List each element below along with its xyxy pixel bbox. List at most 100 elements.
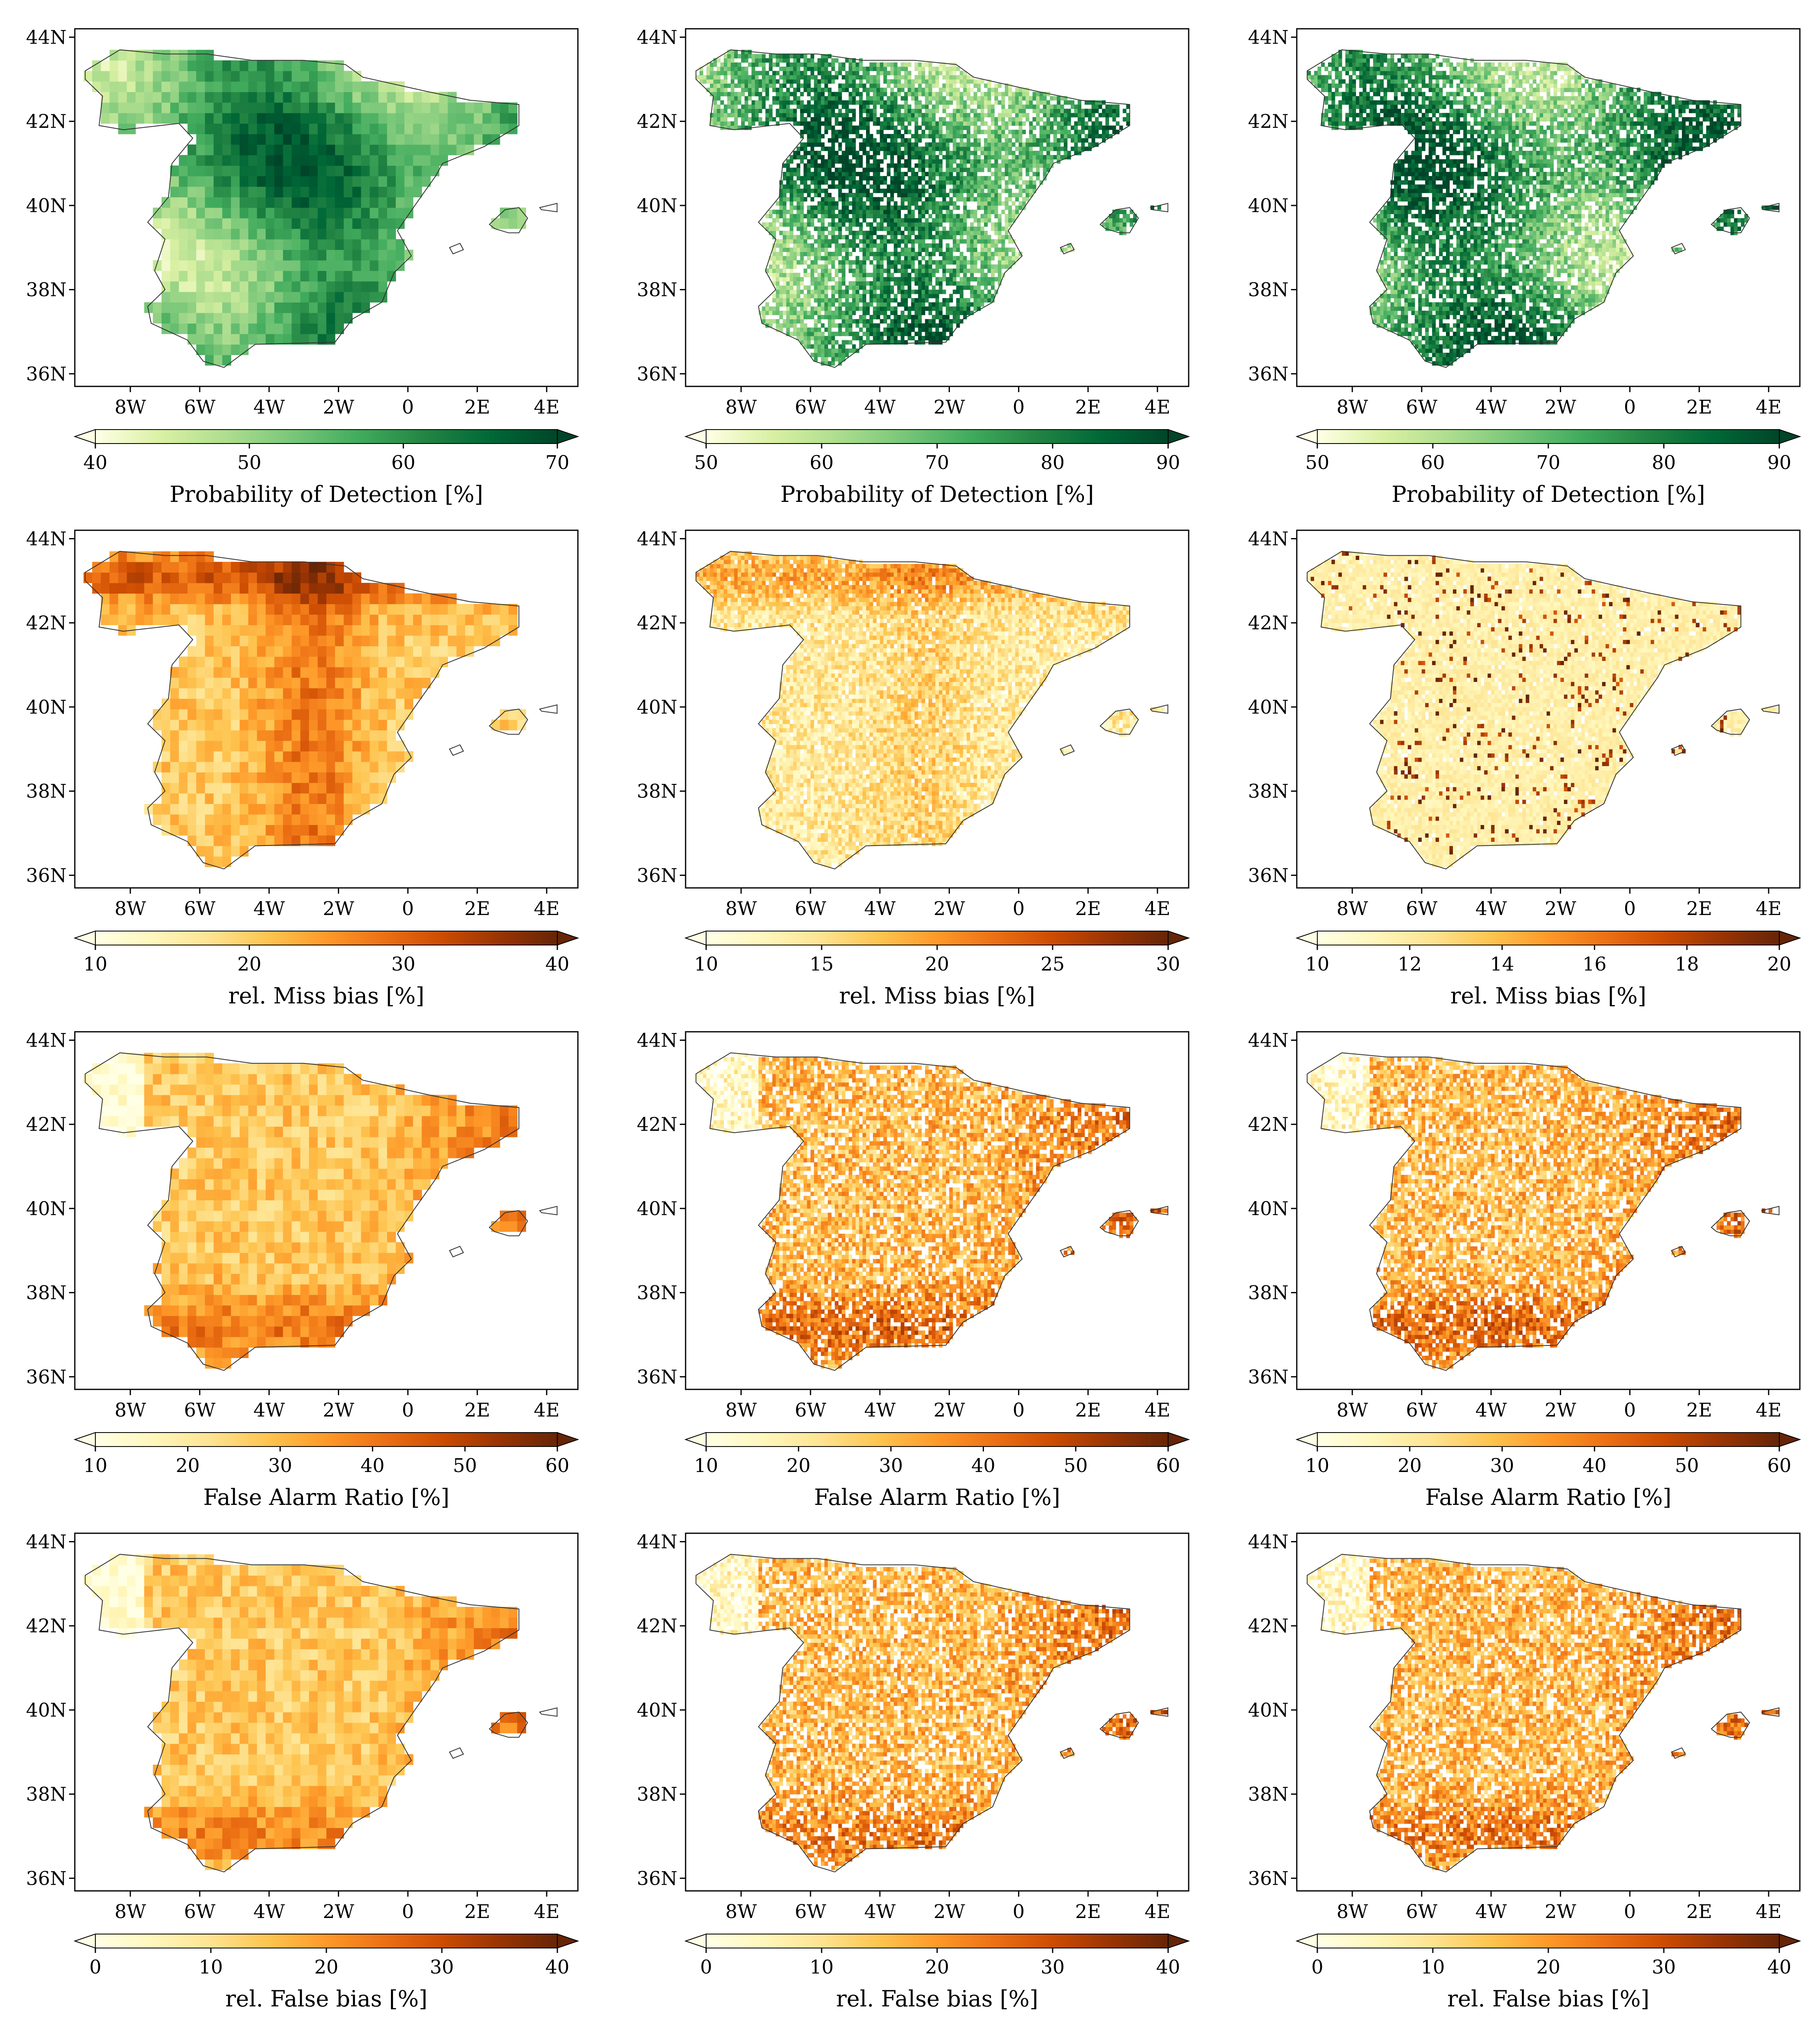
colorbar-extend-max <box>557 429 580 444</box>
colorbar-label: False Alarm Ratio [%] <box>203 1484 450 1510</box>
colorbar-tick-label: 70 <box>545 451 570 474</box>
lat-tick-label: 44N <box>637 1530 677 1553</box>
lat-tick-label: 38N <box>1248 780 1289 802</box>
lon-tick-label: 0 <box>1624 396 1636 418</box>
lat-tick-label: 40N <box>637 696 677 718</box>
coastline <box>1761 1206 1780 1216</box>
lat-tick-label: 42N <box>1248 612 1289 634</box>
lat-tick-label: 40N <box>26 696 67 718</box>
map-frame <box>685 28 1189 387</box>
lon-tick-label: 0 <box>402 396 414 418</box>
colorbar-tick-label: 40 <box>545 1956 570 1978</box>
colorbar-tick-label: 20 <box>787 1454 811 1477</box>
lat-tick-label: 36N <box>26 864 67 886</box>
colorbar: 0 10 20 30 40 rel. False bias [%] <box>684 1933 1190 2012</box>
coastline <box>1060 744 1075 756</box>
coastline <box>1150 704 1169 714</box>
colorbar-bar <box>706 1432 1169 1447</box>
lon-tick-label: 4E <box>534 1399 560 1421</box>
lat-tick-label: 36N <box>1248 864 1289 886</box>
lat-tick-label: 44N <box>26 527 67 550</box>
lon-tick-label: 0 <box>1624 897 1636 920</box>
coastline <box>85 49 520 368</box>
colorbar-bar <box>95 429 558 444</box>
colorbar-extend-min <box>73 1933 96 1949</box>
map-panel-r2-c2: 8W 6W 4W 2W 0 2E 4E 44N 42N 40N 38N 36N 10 15 20 25 30 re… <box>637 527 1190 1009</box>
coastline <box>489 207 528 233</box>
colorbar-tick-label: 16 <box>1582 953 1607 975</box>
coastline <box>1761 1707 1780 1717</box>
coastline <box>539 1206 558 1216</box>
colorbar-tick-label: 90 <box>1767 451 1792 474</box>
colorbar-tick-label: 50 <box>694 451 718 474</box>
lat-tick-label: 44N <box>1248 26 1289 48</box>
lon-tick-label: 4W <box>1475 1399 1507 1421</box>
colorbar-tick-label: 10 <box>694 1454 718 1477</box>
colorbar-label: False Alarm Ratio [%] <box>1425 1484 1672 1510</box>
map-frame <box>74 1031 579 1390</box>
lat-tick-label: 38N <box>26 780 67 802</box>
coastline <box>1671 243 1686 254</box>
data-grid <box>696 50 1161 366</box>
lon-tick-label: 2E <box>1686 897 1712 920</box>
lon-tick-label: 8W <box>115 1399 146 1421</box>
colorbar-tick-label: 50 <box>237 451 261 474</box>
coastline <box>449 744 464 756</box>
map-panel-r4-c3: 8W 6W 4W 2W 0 2E 4E 44N 42N 40N 38N 36N 0 10 20 30 40 rel… <box>1248 1530 1802 2012</box>
map-frame <box>1296 28 1801 387</box>
map-panel-r2-c1: 8W 6W 4W 2W 0 2E 4E 44N 42N 40N 38N 36N 10 20 30 40 rel.… <box>26 527 580 1009</box>
lat-tick-label: 38N <box>26 1783 67 1805</box>
lon-tick-label: 4E <box>1756 396 1782 418</box>
lon-tick-label: 2W <box>1545 1900 1576 1923</box>
coastline <box>1671 1747 1686 1759</box>
coastline <box>1307 551 1741 870</box>
lat-tick-label: 44N <box>26 1530 67 1553</box>
colorbar-extend-min <box>1295 930 1318 946</box>
lon-tick-label: 4W <box>864 396 896 418</box>
colorbar-bar <box>706 931 1169 945</box>
lon-tick-label: 6W <box>795 897 827 920</box>
lon-tick-label: 8W <box>1337 396 1368 418</box>
colorbar-tick-label: 40 <box>83 451 108 474</box>
colorbar-label: Probability of Detection [%] <box>781 481 1094 507</box>
colorbar-bar <box>1317 429 1780 444</box>
lat-tick-label: 36N <box>637 1366 677 1388</box>
coastline <box>489 1210 528 1236</box>
lat-tick-label: 38N <box>1248 279 1289 301</box>
lon-tick-label: 4E <box>1145 1399 1171 1421</box>
colorbar-extend-max <box>557 1432 580 1447</box>
colorbar-tick-label: 60 <box>810 451 834 474</box>
colorbar-tick-label: 20 <box>314 1956 339 1978</box>
colorbar-extend-max <box>1779 429 1802 444</box>
lon-tick-label: 4E <box>1145 396 1171 418</box>
colorbar-tick-label: 12 <box>1398 953 1422 975</box>
lat-tick-label: 38N <box>637 1282 677 1304</box>
lon-tick-label: 6W <box>184 897 216 920</box>
colorbar-tick-label: 20 <box>237 953 261 975</box>
lon-tick-label: 2E <box>1075 396 1101 418</box>
lon-tick-label: 2E <box>464 1399 490 1421</box>
colorbar-tick-label: 30 <box>268 1454 292 1477</box>
colorbar-tick-label: 10 <box>810 1956 834 1978</box>
lat-tick-label: 38N <box>1248 1282 1289 1304</box>
colorbar: 10 20 30 40 50 60 False Alarm Ratio [%] <box>684 1432 1190 1510</box>
colorbar-extend-min <box>1295 1933 1318 1949</box>
colorbar-tick-label: 25 <box>1041 953 1065 975</box>
lon-tick-label: 8W <box>115 396 146 418</box>
coastline <box>1307 1052 1741 1371</box>
coastline <box>85 551 520 870</box>
lon-tick-label: 6W <box>1406 1900 1438 1923</box>
lon-tick-label: 0 <box>1013 1900 1025 1923</box>
colorbar-tick-label: 60 <box>1421 451 1445 474</box>
lon-tick-label: 2E <box>1075 1900 1101 1923</box>
lon-tick-label: 4E <box>1756 1399 1782 1421</box>
colorbar-tick-label: 10 <box>1421 1956 1445 1978</box>
lat-tick-label: 36N <box>1248 1366 1289 1388</box>
coastline <box>1761 203 1780 213</box>
lon-tick-label: 2E <box>1686 1399 1712 1421</box>
lat-tick-label: 44N <box>26 26 67 48</box>
lon-tick-label: 2W <box>323 1900 354 1923</box>
colorbar-tick-label: 40 <box>971 1454 995 1477</box>
colorbar-tick-label: 60 <box>545 1454 570 1477</box>
